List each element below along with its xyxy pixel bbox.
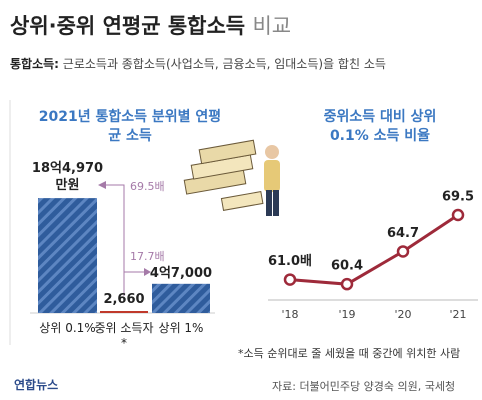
line-chart-title: 중위소득 대비 상위 0.1% 소득 비율	[323, 109, 437, 144]
logo: 연합뉴스	[14, 378, 59, 392]
subtitle-text: 근로소득과 종합소득(사업소득, 금융소득, 임대소득)을 합친 소득	[62, 57, 386, 71]
x-tick-label: 중위 소득자*	[94, 321, 154, 350]
value-label: 18억4,970 만원	[31, 161, 104, 194]
x-tick-label: '19	[338, 308, 355, 321]
title-main: 상위·중위 연평균 통합소득	[10, 14, 246, 38]
value-label: 64.7	[387, 226, 419, 241]
bar	[38, 198, 97, 313]
marker	[396, 245, 410, 258]
source: 자료: 더불어민주당 양경숙 의원, 국세청	[272, 380, 456, 393]
x-tick-label: '18	[281, 308, 298, 321]
subtitle: 통합소득: 근로소득과 종합소득(사업소득, 금융소득, 임대소득)을 합친 소…	[10, 55, 386, 72]
line	[289, 213, 459, 286]
footnote: *소득 순위대로 줄 세웠을 때 중간에 위치한 사람	[238, 347, 461, 360]
marker	[340, 277, 354, 291]
annotation-arrow	[123, 271, 146, 296]
x-tick-label: 상위 1%	[158, 321, 204, 335]
title: 상위·중위 연평균 통합소득 비교	[10, 10, 291, 40]
subtitle-label: 통합소득:	[10, 57, 59, 71]
value-label: 69.5	[442, 190, 474, 205]
bar	[100, 311, 148, 313]
annotation: 69.5배	[130, 180, 165, 193]
annotation: 17.7배	[130, 250, 165, 263]
x-tick-label: '20	[394, 308, 411, 321]
arrow-head	[98, 181, 106, 189]
value-label: 2,660	[103, 292, 145, 307]
x-tick-label: 상위 0.1%	[39, 321, 96, 335]
marker	[283, 273, 297, 286]
marker	[451, 208, 465, 222]
illustration	[183, 139, 280, 216]
arrow-head	[144, 268, 151, 276]
value-label: 61.0배	[268, 253, 312, 269]
bar	[152, 283, 210, 313]
value-label: 4억7,000	[149, 265, 213, 281]
annotation-arrow	[104, 184, 125, 296]
title-suffix: 비교	[252, 14, 292, 38]
x-tick-label: '21	[449, 308, 466, 321]
bar-chart-title: 2021년 통합소득 분위별 연평균 소득	[38, 109, 222, 144]
value-label: 60.4	[331, 259, 363, 274]
